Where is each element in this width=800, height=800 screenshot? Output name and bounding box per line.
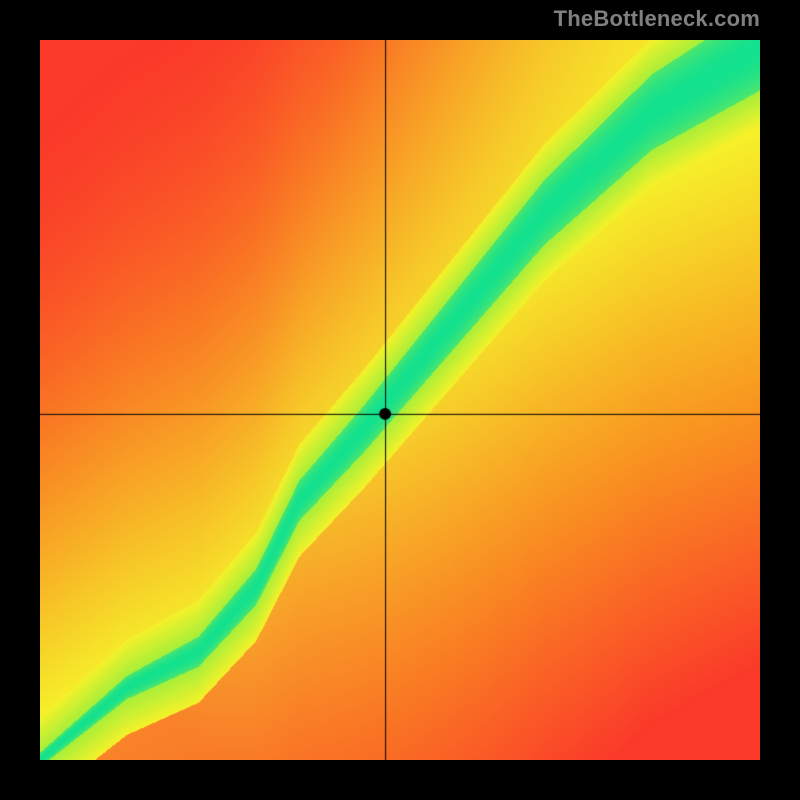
chart-container: TheBottleneck.com xyxy=(0,0,800,800)
watermark-text: TheBottleneck.com xyxy=(554,6,760,32)
bottleneck-heatmap xyxy=(40,40,760,760)
